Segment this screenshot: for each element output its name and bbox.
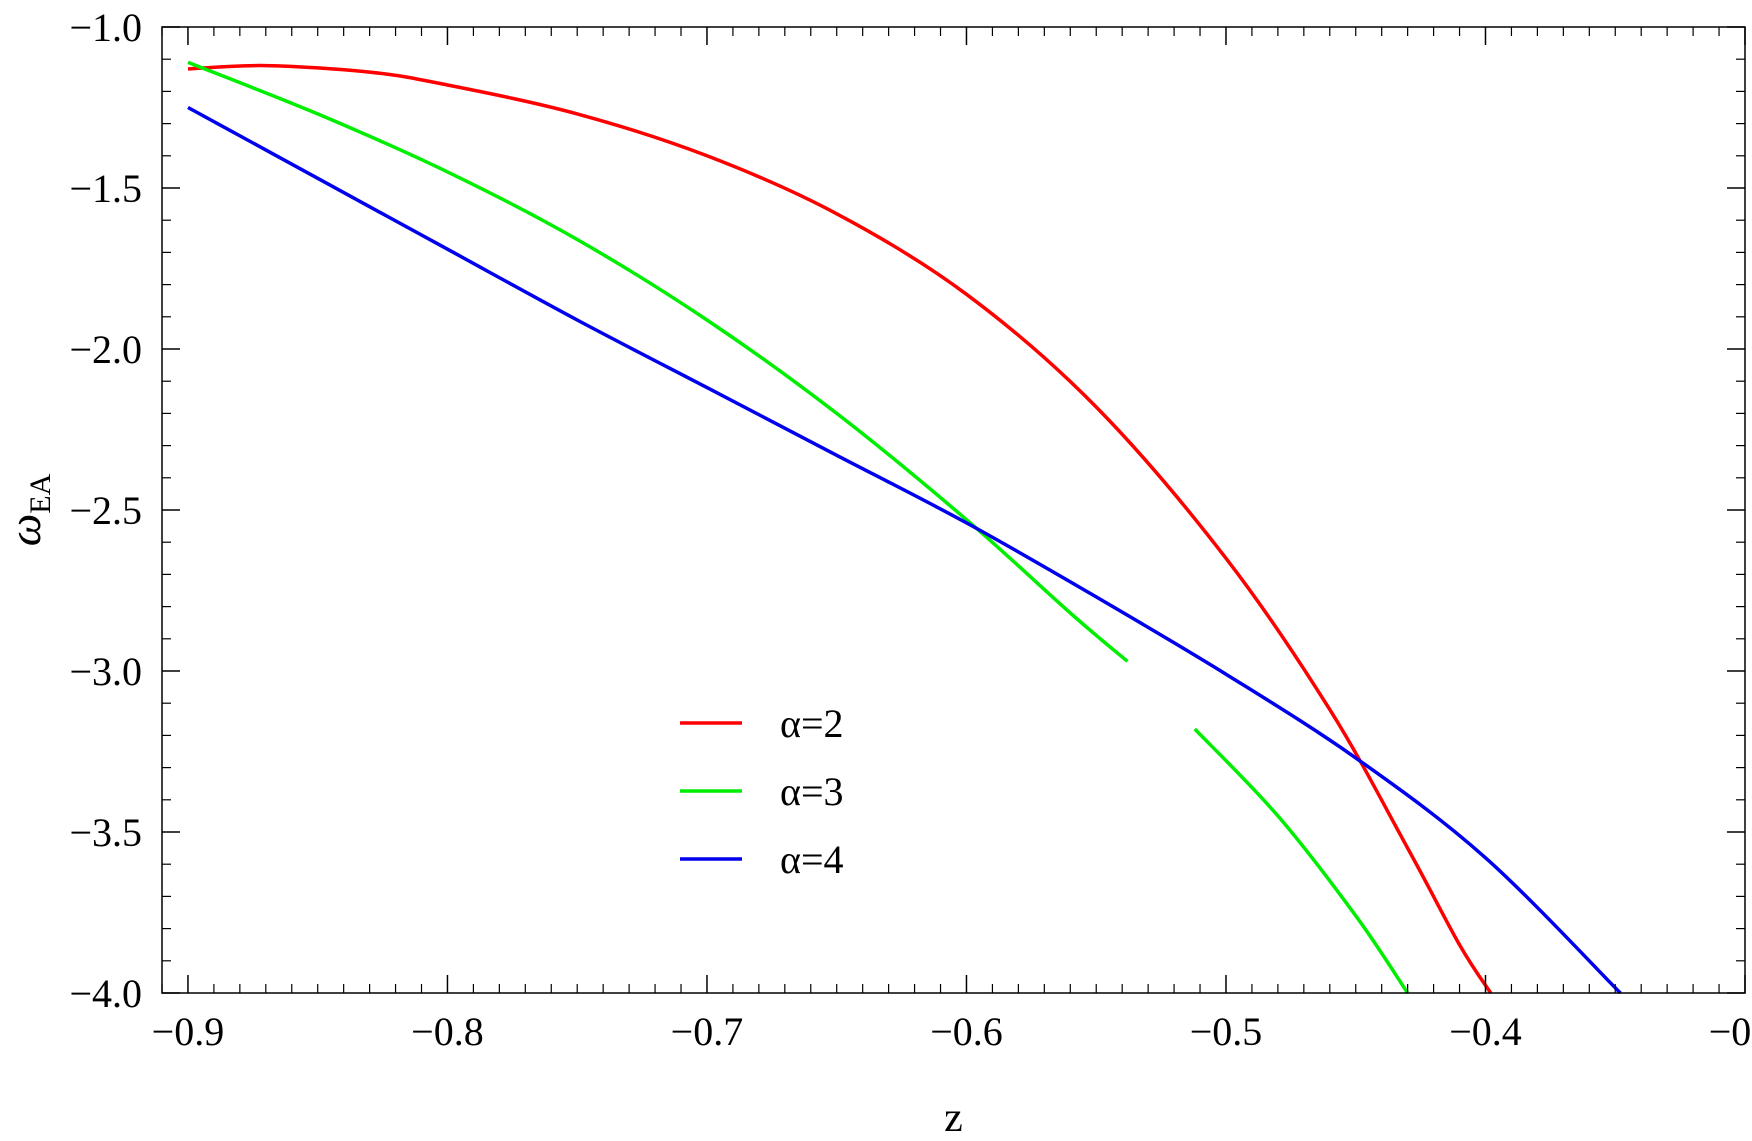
y-axis-label-main: ω bbox=[0, 514, 50, 546]
x-tick-label: −0.7 bbox=[671, 1009, 744, 1054]
x-tick-label: −0.4 bbox=[1449, 1009, 1522, 1054]
x-tick-label: −0.5 bbox=[1190, 1009, 1263, 1054]
y-tick-label: −2.5 bbox=[69, 488, 142, 533]
y-tick-label: −3.0 bbox=[69, 649, 142, 694]
y-axis-label: ωEA bbox=[0, 473, 57, 546]
y-tick-label: −3.5 bbox=[69, 810, 142, 855]
y-tick-label: −2.0 bbox=[69, 327, 142, 372]
x-tick-label: −0.8 bbox=[411, 1009, 484, 1054]
y-tick-label: −1.0 bbox=[69, 5, 142, 50]
x-tick-label: −0.6 bbox=[930, 1009, 1003, 1054]
series-line-alpha-4-segment-1 bbox=[187, 105, 1622, 995]
series-line-alpha-3-segment-1 bbox=[187, 60, 1129, 663]
x-tick-label: −0.3 bbox=[1709, 1009, 1752, 1054]
x-tick-label: −0.9 bbox=[152, 1009, 225, 1054]
legend: α=2 α=3 α=4 bbox=[680, 701, 844, 882]
y-tick-label: −4.0 bbox=[69, 971, 142, 1016]
series-line-alpha-2-segment-1 bbox=[187, 63, 1493, 994]
legend-label: α=2 bbox=[780, 701, 844, 746]
series-line-alpha-3-segment-2 bbox=[1193, 727, 1410, 994]
legend-label: α=4 bbox=[780, 837, 844, 882]
y-tick-label: −1.5 bbox=[69, 166, 142, 211]
legend-label: α=3 bbox=[780, 769, 844, 814]
x-axis-label: z bbox=[944, 1095, 963, 1141]
axis-ticks bbox=[161, 26, 1746, 994]
y-axis-label-sub: EA bbox=[24, 473, 57, 513]
plot-curves bbox=[187, 60, 1622, 995]
axis-tick-labels: −0.9 −0.8 −0.7 −0.6 −0.5 −0.4 −0.3 −1.0 −1.5 −2.0… bbox=[69, 5, 1752, 1054]
